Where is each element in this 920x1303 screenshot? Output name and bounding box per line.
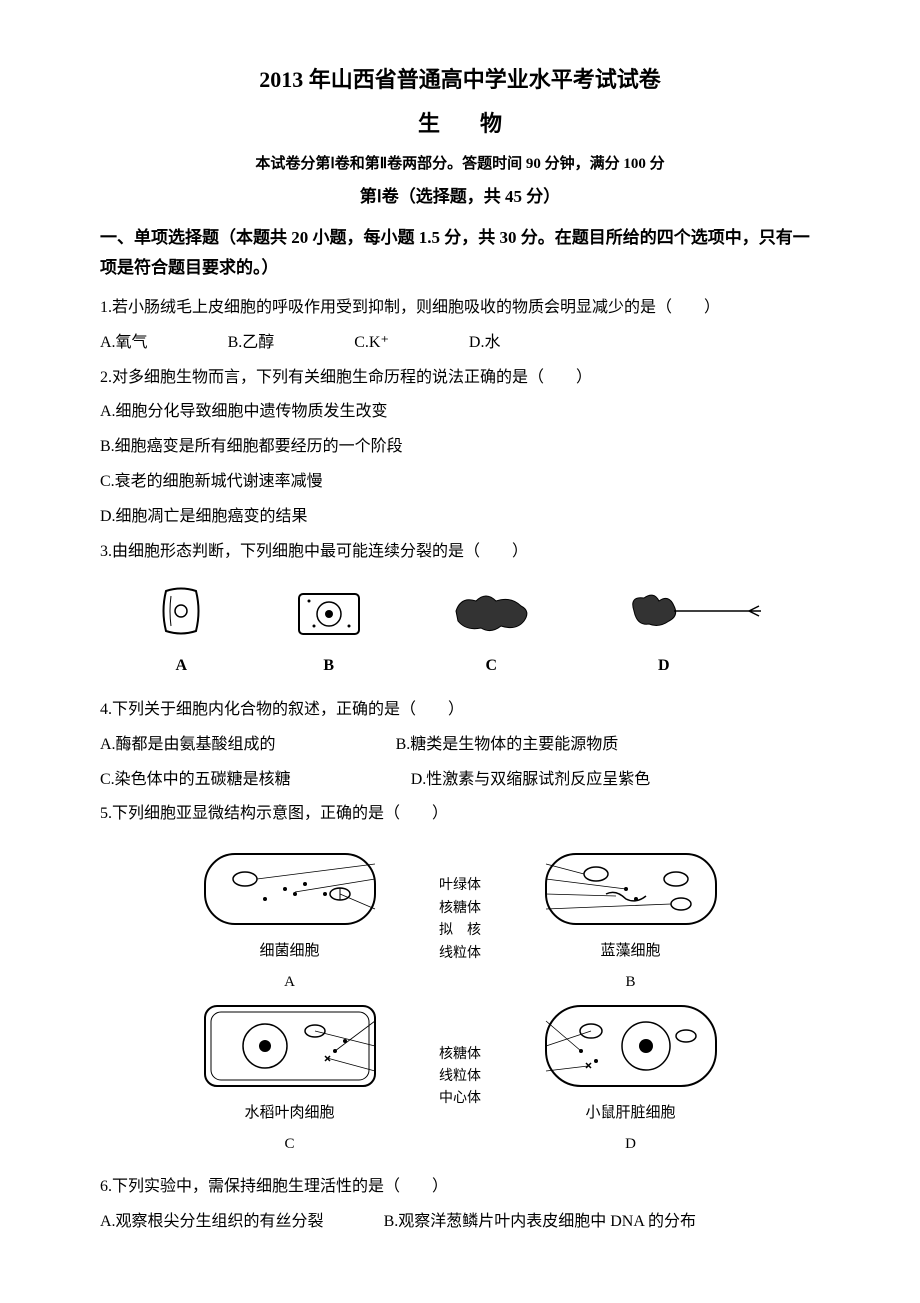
q4-option-b: B.糖类是生物体的主要能源物质 <box>396 731 619 760</box>
q5-cell-d-name: 小鼠肝脏细胞 <box>585 1100 675 1127</box>
q5-cell-c-letter: C <box>284 1131 294 1158</box>
label-nucleoid: 拟 核 <box>439 920 481 942</box>
exam-title: 2013 年山西省普通高中学业水平考试试卷 <box>100 60 820 100</box>
q5-labels-top: 叶绿体 核糖体 拟 核 线粒体 <box>439 875 481 965</box>
cell-shape-a-icon <box>151 581 211 641</box>
q3-label-d: D <box>559 652 769 681</box>
section-instructions: 一、单项选择题（本题共 20 小题，每小题 1.5 分，共 30 分。在题目所给… <box>100 223 820 284</box>
mouse-liver-cell-icon <box>536 996 726 1096</box>
cell-shape-d-icon <box>619 586 769 641</box>
q5-cell-a-name: 细菌细胞 <box>259 938 319 965</box>
q2-option-a: A.细胞分化导致细胞中遗传物质发生改变 <box>100 398 820 427</box>
q5-cell-d-unit: 小鼠肝脏细胞 D <box>536 996 726 1158</box>
cell-shape-b-icon <box>294 586 364 641</box>
q3-diagram-d: D <box>619 586 769 681</box>
q3-diagram-row: A B C D <box>110 581 810 681</box>
q2-option-d: D.细胞凋亡是细胞癌变的结果 <box>100 503 820 532</box>
q2-option-b: B.细胞癌变是所有细胞都要经历的一个阶段 <box>100 433 820 462</box>
q4-option-a: A.酶都是由氨基酸组成的 <box>100 731 276 760</box>
q1-option-d: D.水 <box>469 329 501 358</box>
bacteria-cell-icon <box>195 844 385 934</box>
q6-option-b: B.观察洋葱鳞片叶内表皮细胞中 DNA 的分布 <box>384 1208 696 1237</box>
q3-label-c: C <box>446 652 536 681</box>
label-ribosome-2: 核糖体 <box>439 1044 481 1066</box>
label-ribosome: 核糖体 <box>439 898 481 920</box>
q5-cell-c-name: 水稻叶肉细胞 <box>244 1100 334 1127</box>
q5-cell-a-letter: A <box>284 969 295 996</box>
q3-label-a: A <box>151 652 211 681</box>
question-4: 4.下列关于细胞内化合物的叙述，正确的是（ ） <box>100 696 820 725</box>
q3-diagram-a: A <box>151 581 211 681</box>
q4-options-row1: A.酶都是由氨基酸组成的 B.糖类是生物体的主要能源物质 <box>100 731 820 760</box>
label-chloroplast: 叶绿体 <box>439 875 481 897</box>
q4-option-d: D.性激素与双缩脲试剂反应呈紫色 <box>411 766 651 795</box>
q3-label-b: B <box>294 652 364 681</box>
exam-subject: 生物 <box>100 104 820 144</box>
q5-figure: 细菌细胞 A 叶绿体 核糖体 拟 核 线粒体 蓝藻细胞 B <box>100 844 820 1158</box>
q6-options-row1: A.观察根尖分生组织的有丝分裂 B.观察洋葱鳞片叶内表皮细胞中 DNA 的分布 <box>100 1208 820 1237</box>
exam-info: 本试卷分第Ⅰ卷和第Ⅱ卷两部分。答题时间 90 分钟，满分 100 分 <box>100 151 820 178</box>
q5-labels-bottom: 核糖体 线粒体 中心体 <box>439 1044 481 1111</box>
q4-option-c: C.染色体中的五碳糖是核糖 <box>100 766 291 795</box>
q5-cell-b-unit: 蓝藻细胞 B <box>536 844 726 996</box>
q4-options-row2: C.染色体中的五碳糖是核糖 D.性激素与双缩脲试剂反应呈紫色 <box>100 766 820 795</box>
q1-option-b: B.乙醇 <box>228 329 275 358</box>
q6-option-a: A.观察根尖分生组织的有丝分裂 <box>100 1208 324 1237</box>
section-header: 第Ⅰ卷（选择题，共 45 分） <box>100 182 820 213</box>
question-2: 2.对多细胞生物而言，下列有关细胞生命历程的说法正确的是（ ） <box>100 364 820 393</box>
q5-cell-a-unit: 细菌细胞 A <box>195 844 385 996</box>
question-6: 6.下列实验中，需保持细胞生理活性的是（ ） <box>100 1173 820 1202</box>
q5-cell-b-letter: B <box>625 969 635 996</box>
label-mitochondria: 线粒体 <box>439 943 481 965</box>
cell-shape-c-icon <box>446 586 536 641</box>
q1-option-c: C.K⁺ <box>354 329 389 358</box>
rice-cell-icon <box>195 996 385 1096</box>
q5-cell-d-letter: D <box>625 1131 636 1158</box>
q3-diagram-c: C <box>446 586 536 681</box>
q5-cell-b-name: 蓝藻细胞 <box>600 938 660 965</box>
question-5: 5.下列细胞亚显微结构示意图，正确的是（ ） <box>100 800 820 829</box>
q2-option-c: C.衰老的细胞新城代谢速率减慢 <box>100 468 820 497</box>
label-centrosome: 中心体 <box>439 1088 481 1110</box>
question-3: 3.由细胞形态判断，下列细胞中最可能连续分裂的是（ ） <box>100 538 820 567</box>
q5-cell-c-unit: 水稻叶肉细胞 C <box>195 996 385 1158</box>
q3-diagram-b: B <box>294 586 364 681</box>
q1-options: A.氧气 B.乙醇 C.K⁺ D.水 <box>100 329 820 358</box>
question-1: 1.若小肠绒毛上皮细胞的呼吸作用受到抑制，则细胞吸收的物质会明显减少的是（ ） <box>100 294 820 323</box>
label-mitochondria-2: 线粒体 <box>439 1066 481 1088</box>
cyanobacteria-cell-icon <box>536 844 726 934</box>
q1-option-a: A.氧气 <box>100 329 148 358</box>
